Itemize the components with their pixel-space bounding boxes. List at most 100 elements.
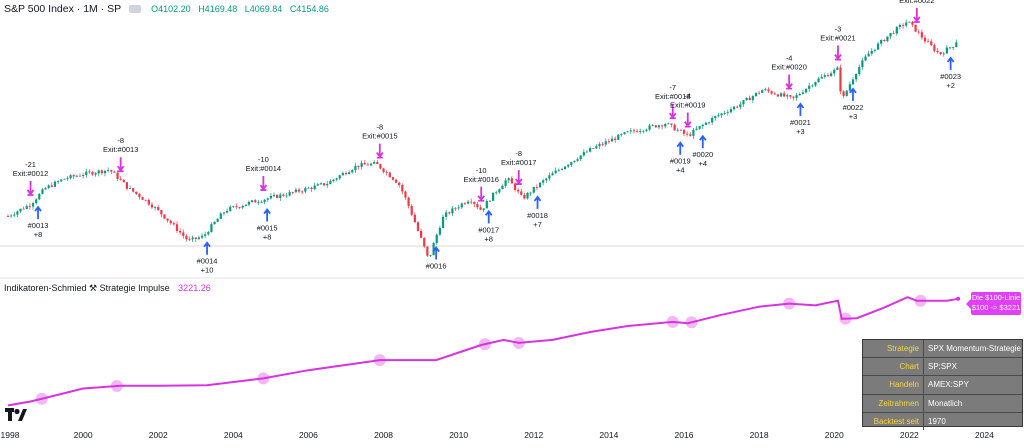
candle <box>41 187 44 195</box>
entry-signal: #0016 <box>426 246 447 271</box>
time-axis-label: 2006 <box>298 430 318 440</box>
candle-body <box>507 178 510 181</box>
candle <box>939 51 942 56</box>
candle-body <box>614 138 617 140</box>
info-value: SPX Momentum-Strategie <box>928 344 1021 353</box>
candle-body <box>279 194 282 199</box>
candle-body <box>235 206 238 208</box>
candle-body <box>288 192 291 196</box>
candle <box>952 46 955 51</box>
candle-body <box>257 202 260 203</box>
candle-body <box>933 45 936 51</box>
candle-body <box>526 192 529 199</box>
candle-body <box>116 172 119 179</box>
candle <box>297 187 301 194</box>
candle <box>291 191 294 195</box>
signal-value: +10 <box>201 266 214 275</box>
equity-trade-marker <box>666 315 679 328</box>
tradingview-logo-icon[interactable] <box>5 408 27 422</box>
candle <box>895 25 898 36</box>
candle-body <box>107 170 110 171</box>
candle-body <box>826 75 830 77</box>
candle <box>717 112 720 118</box>
candle-body <box>814 82 817 86</box>
candle <box>144 199 147 202</box>
candle <box>304 186 307 194</box>
candle-body <box>204 234 207 236</box>
candle <box>867 50 870 57</box>
candle <box>639 128 642 135</box>
indicator-header[interactable]: Indikatoren-Schmied ⚒ Strategie Impulse … <box>4 283 211 294</box>
candle-body <box>905 22 908 26</box>
candle <box>219 211 222 219</box>
info-key: Zeitrahmen <box>863 394 924 412</box>
candle-body <box>679 129 682 131</box>
candle <box>116 170 119 182</box>
candle-body <box>401 185 404 192</box>
candle-body <box>10 215 13 217</box>
candle <box>31 201 35 210</box>
candle <box>44 187 47 190</box>
candle-body <box>751 96 754 101</box>
candle <box>864 54 867 62</box>
candle-body <box>592 148 595 149</box>
candle-body <box>88 171 91 173</box>
candle-body <box>251 200 254 202</box>
candle-body <box>883 39 886 42</box>
candle-body <box>908 21 911 23</box>
candle-body <box>232 206 235 208</box>
candle-body <box>53 181 57 187</box>
candle-body <box>125 182 129 189</box>
candle-body <box>927 41 930 43</box>
candle-body <box>817 78 820 83</box>
candle-body <box>717 115 720 117</box>
candle-body <box>601 144 604 145</box>
candle-body <box>886 36 889 42</box>
equity-trade-marker <box>35 392 48 405</box>
indicator-name[interactable]: Indikatoren-Schmied ⚒ Strategie Impulse <box>4 283 170 293</box>
candle-body <box>50 185 53 187</box>
exit-arrow-icon <box>669 104 677 120</box>
candle-body <box>532 186 535 193</box>
candle <box>504 178 507 189</box>
candle-body <box>482 208 485 210</box>
candle-body <box>394 179 398 183</box>
candle-body <box>451 208 454 214</box>
candle <box>945 45 948 54</box>
candle-body <box>357 165 360 167</box>
candle-body <box>454 208 457 210</box>
candle-body <box>128 188 132 189</box>
candle-body <box>917 31 920 33</box>
signal-label: Exit:#0022 <box>899 0 934 5</box>
signal-label: #0014 <box>197 257 218 266</box>
symbol-title[interactable]: S&P 500 Index · 1M · SP <box>4 3 122 15</box>
candle-body <box>407 197 410 206</box>
candle-body <box>260 201 263 203</box>
candle <box>160 209 163 218</box>
candle <box>132 187 135 193</box>
candle-body <box>35 199 38 204</box>
candle-body <box>548 175 551 179</box>
candle-body <box>244 204 247 206</box>
candle <box>776 93 779 98</box>
candle <box>379 163 382 170</box>
time-axis[interactable]: 1998 2000 2002 2004 2006 2008 2010 2012 2014 2016… <box>0 428 1024 443</box>
candle <box>179 228 182 235</box>
signal-value: -8 <box>117 136 124 145</box>
candle <box>726 109 729 116</box>
candle-body <box>485 201 488 209</box>
candle <box>905 19 908 28</box>
candle-body <box>842 91 845 96</box>
candle <box>501 184 504 190</box>
candle-body <box>582 152 585 156</box>
candle-body <box>360 162 363 167</box>
candle-body <box>172 223 175 225</box>
candle-body <box>363 162 366 165</box>
equity-trade-marker <box>685 316 698 329</box>
signal-label: Exit:#0019 <box>670 101 705 110</box>
candle-body <box>329 180 332 185</box>
